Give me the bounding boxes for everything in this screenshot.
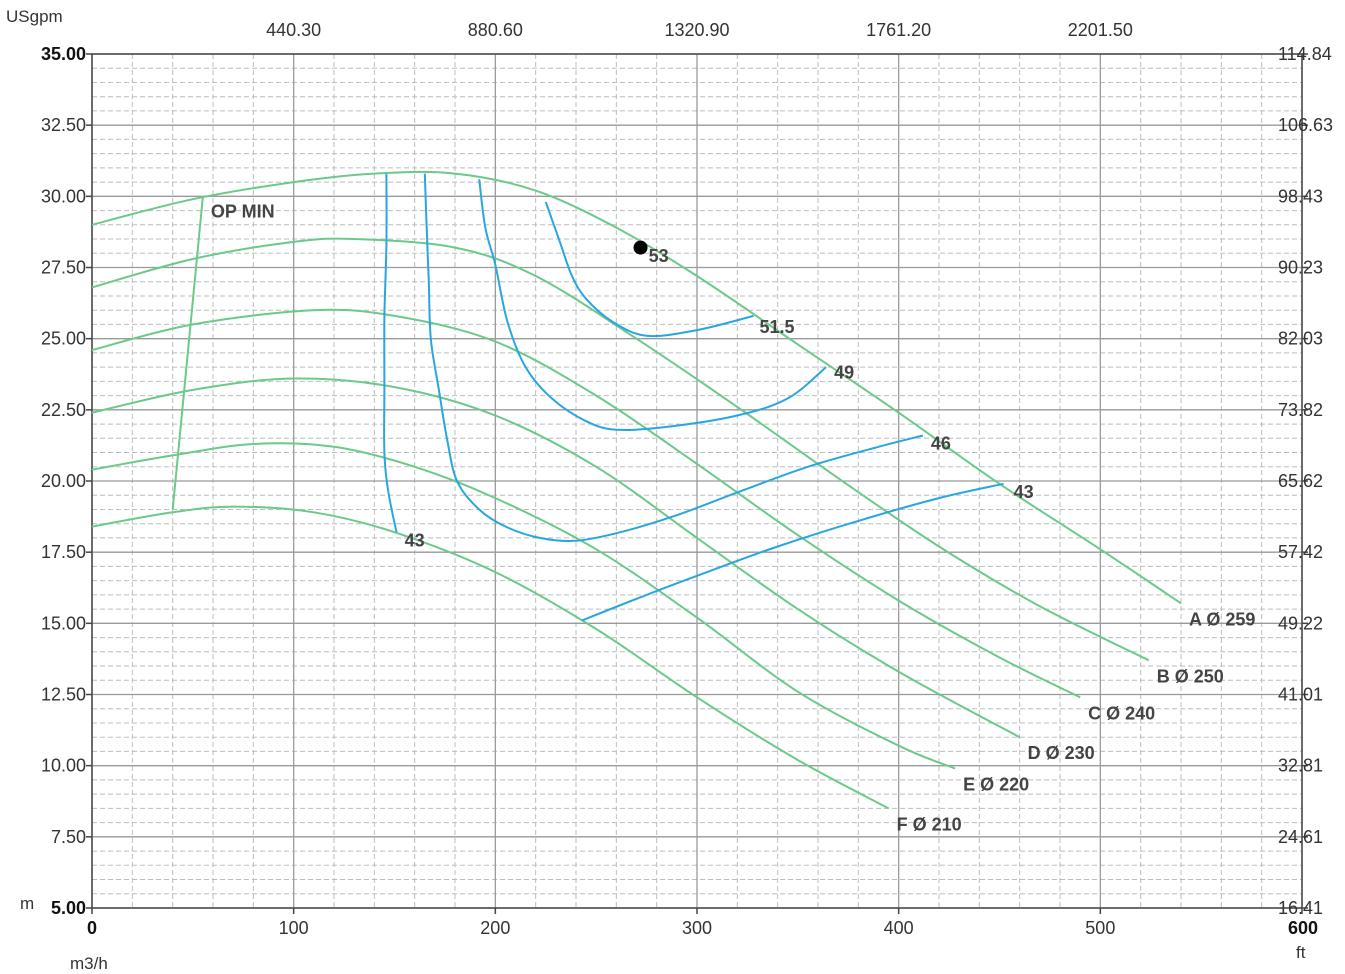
x-tick-label: 0 <box>87 918 97 938</box>
pump-curve-label-3: D Ø 230 <box>1028 743 1095 763</box>
x-top-tick-label: 1761.20 <box>866 20 931 40</box>
y-tick-label: 27.50 <box>41 258 86 278</box>
x-top-tick-label: 1320.90 <box>664 20 729 40</box>
y-tick-label: 17.50 <box>41 542 86 562</box>
efficiency-label: 49 <box>834 363 854 383</box>
y-tick-label: 30.00 <box>41 186 86 206</box>
y-right-tick-label: 24.61 <box>1278 827 1323 847</box>
y-tick-label: 22.50 <box>41 400 86 420</box>
y-right-tick-label: 90.23 <box>1278 258 1323 278</box>
x-tick-label: 300 <box>682 918 712 938</box>
y-tick-label: 7.50 <box>51 827 86 847</box>
efficiency-curve-0 <box>544 201 754 338</box>
efficiency-label: 51.5 <box>760 317 795 337</box>
y-right-tick-label: 41.01 <box>1278 685 1323 705</box>
y-right-tick-label: 82.03 <box>1278 329 1323 349</box>
y-tick-label: 5.00 <box>51 898 86 918</box>
op-min-label: OP MIN <box>211 201 275 221</box>
pump-curve-5 <box>91 505 890 810</box>
x-tick-label: 600 <box>1288 918 1318 938</box>
y-right-tick-label: 49.22 <box>1278 613 1323 633</box>
pump-curve-label-2: C Ø 240 <box>1088 703 1155 723</box>
unit-bottom: m3/h <box>70 954 108 973</box>
y-tick-label: 10.00 <box>41 756 86 776</box>
efficiency-curves <box>383 173 1004 622</box>
x-tick-label: 400 <box>884 918 914 938</box>
efficiency-curve-3 <box>383 173 398 533</box>
pump-curve-3 <box>91 377 1021 739</box>
pump-curve-label-0: A Ø 259 <box>1189 609 1255 629</box>
y-right-tick-label: 16.41 <box>1278 898 1323 918</box>
y-right-tick-label: 73.82 <box>1278 400 1323 420</box>
y-right-tick-label: 32.81 <box>1278 756 1323 776</box>
y-tick-label: 20.00 <box>41 471 86 491</box>
pump-curve-label-1: B Ø 250 <box>1157 666 1224 686</box>
x-top-tick-label: 880.60 <box>468 20 523 40</box>
y-tick-label: 35.00 <box>41 44 86 64</box>
unit-top-left: USgpm <box>6 7 63 26</box>
efficiency-label: 53 <box>649 246 669 266</box>
x-top-tick-label: 2201.50 <box>1068 20 1133 40</box>
pump-curve-1 <box>91 237 1150 662</box>
unit-right: ft <box>1296 943 1306 962</box>
x-tick-label: 100 <box>279 918 309 938</box>
unit-left: m <box>20 894 34 913</box>
y-right-tick-label: 98.43 <box>1278 186 1323 206</box>
axis-ticks: 5.00 7.50 10.00 12.50 15.00 17.50 20.00 22.50 25… <box>6 7 1333 973</box>
efficiency-curve-2 <box>423 173 924 543</box>
y-tick-label: 12.50 <box>41 685 86 705</box>
pump-curve-label-5: F Ø 210 <box>897 814 962 834</box>
y-right-tick-label: 65.62 <box>1278 471 1323 491</box>
pump-curve-2 <box>91 308 1081 699</box>
y-right-tick-label: 106.63 <box>1278 115 1333 135</box>
pump-curve-label-4: E Ø 220 <box>963 775 1029 795</box>
y-tick-label: 15.00 <box>41 613 86 633</box>
x-tick-label: 500 <box>1085 918 1115 938</box>
x-tick-label: 200 <box>480 918 510 938</box>
pump-curve-4 <box>91 442 956 770</box>
efficiency-label: 43 <box>405 530 425 550</box>
operating-point <box>633 240 648 255</box>
y-right-tick-label: 114.84 <box>1278 44 1332 64</box>
y-tick-label: 32.50 <box>41 115 86 135</box>
efficiency-label: 46 <box>931 434 951 454</box>
efficiency-curve-4 <box>581 482 1004 622</box>
grid <box>91 53 1303 909</box>
min-flow-line <box>171 196 204 510</box>
pump-curve-0 <box>91 170 1182 605</box>
efficiency-curve-1 <box>478 179 827 432</box>
y-tick-label: 25.00 <box>41 329 86 349</box>
efficiency-label: 43 <box>1014 482 1034 502</box>
y-right-tick-label: 57.42 <box>1278 542 1323 562</box>
x-top-tick-label: 440.30 <box>266 20 321 40</box>
